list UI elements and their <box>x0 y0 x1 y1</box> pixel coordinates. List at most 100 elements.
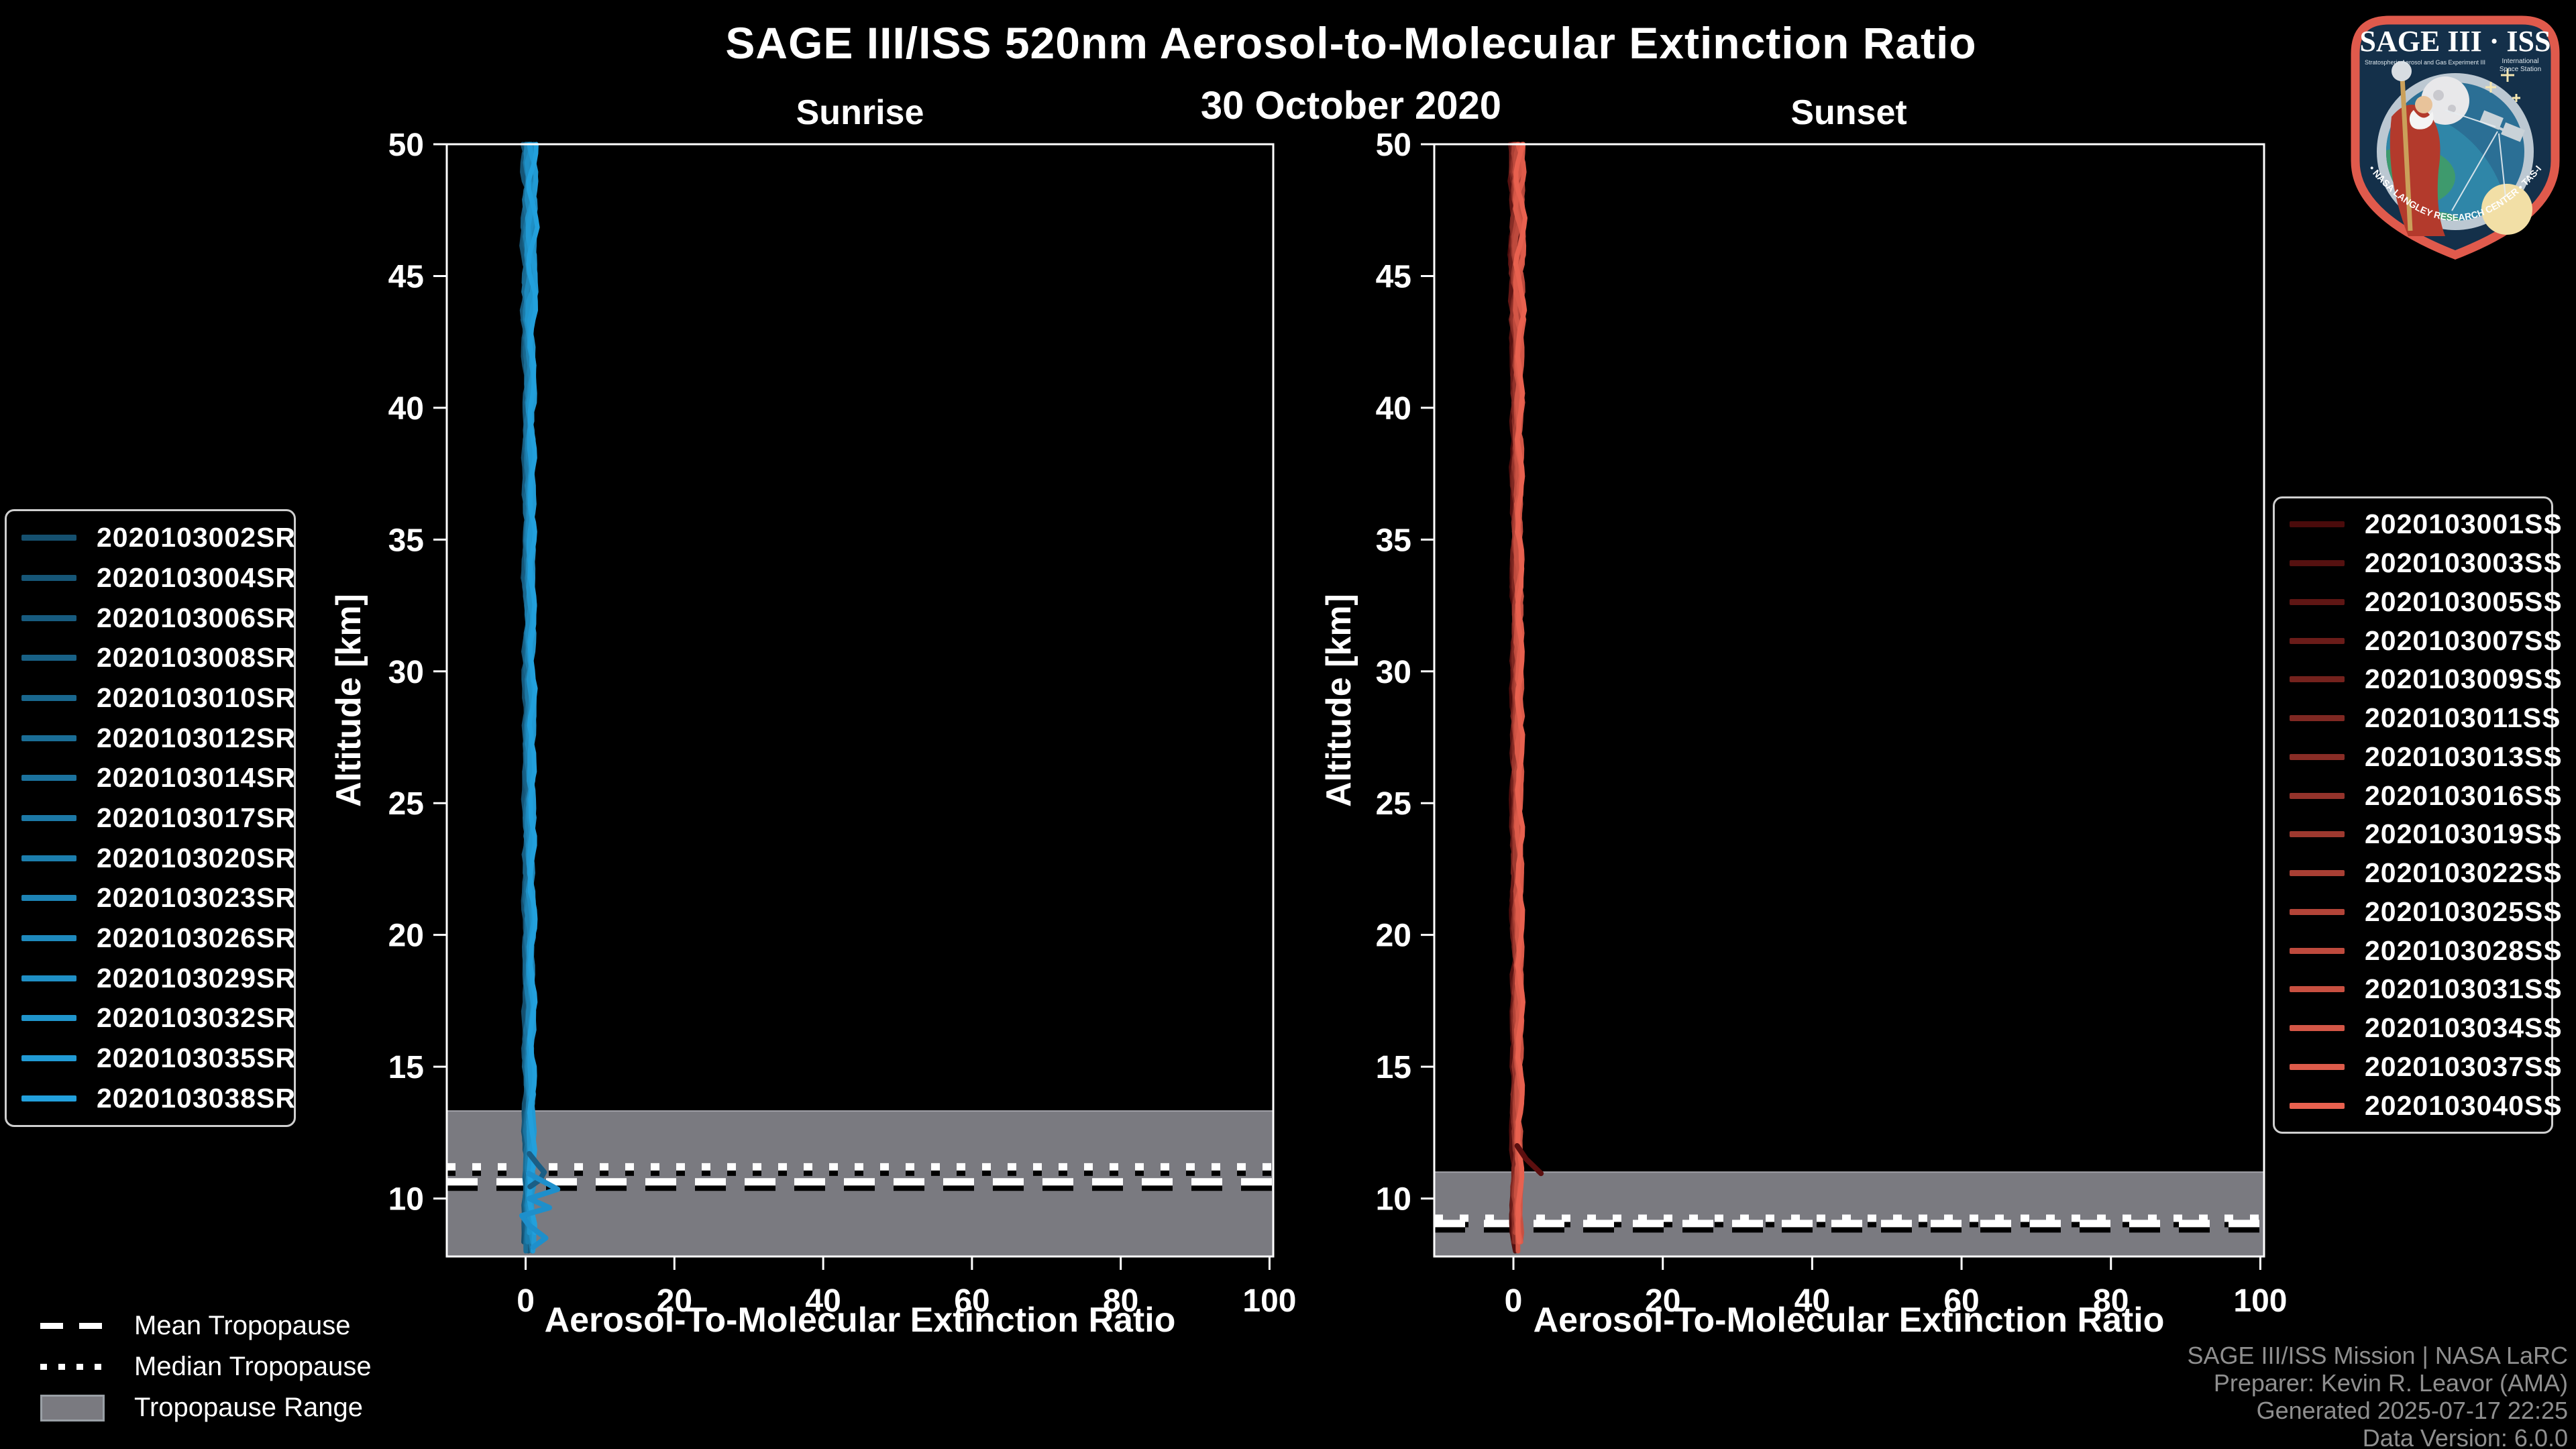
legend-item: 2020103010SR <box>7 682 296 714</box>
sunset-panel-title: Sunset <box>1790 93 1907 132</box>
legend-item-label: 2020103012SR <box>97 722 296 753</box>
legend-line-swatch <box>21 1015 76 1022</box>
legend-item: 2020103003SS <box>2275 547 2562 579</box>
legend-line-swatch <box>21 1055 76 1061</box>
y-tick-label: 10 <box>1376 1182 1411 1218</box>
legend-item-label: 2020103002SR <box>97 522 296 553</box>
legend-item-label: 2020103006SR <box>97 602 296 633</box>
legend-line-swatch <box>2290 598 2345 605</box>
legend-line-swatch <box>21 855 76 861</box>
legend-item-label: 2020103007SS <box>2365 625 2563 656</box>
profile-feature-bright-zigzag-10km <box>519 1171 561 1250</box>
legend-line-swatch <box>2290 560 2345 567</box>
y-tick-label: 25 <box>1376 786 1411 822</box>
legend-item: 2020103009SS <box>2275 663 2562 695</box>
legend-line-swatch <box>2290 1102 2345 1109</box>
legend-item: 2020103034SS <box>2275 1012 2562 1044</box>
legend-line-swatch <box>2290 870 2345 877</box>
sunrise-legend: 2020103002SR 2020103004SR 2020103006SR 2020… <box>5 509 296 1127</box>
legend-item: 2020103032SR <box>7 1002 295 1034</box>
legend-item: 2020103017SR <box>7 802 296 834</box>
y-tick-label: 35 <box>1376 523 1411 558</box>
legend-item-label: 2020103017SR <box>97 802 296 833</box>
y-tick-label: 40 <box>388 391 424 427</box>
legend-item: 2020103014SR <box>7 762 295 794</box>
legend-item-label: 2020103026SR <box>97 922 296 953</box>
y-tick-label: 30 <box>1376 655 1411 690</box>
legend-item: 2020103007SS <box>2275 625 2562 657</box>
legend-line-swatch <box>21 535 76 541</box>
sage-iii-iss-logo: SAGE III · ISS Stratospheric Aerosol and… <box>2341 1 2566 264</box>
sunrise-yaxis-label: Altitude [km] <box>329 594 368 807</box>
legend-item-label: 2020103023SR <box>97 882 296 914</box>
legend-line-swatch <box>21 574 76 581</box>
x-tick-label: 100 <box>2233 1283 2287 1319</box>
legend-item-label: 2020103001SS <box>2365 508 2563 540</box>
legend-item-label: 2020103029SR <box>97 962 296 994</box>
legend-line-swatch <box>2290 986 2345 993</box>
legend-item-label: 2020103009SS <box>2365 663 2563 695</box>
logo-subtitle-right-2: Space Station <box>2500 66 2541 73</box>
y-tick-label: 45 <box>388 259 424 294</box>
legend-line-swatch <box>21 775 76 782</box>
legend-line-swatch <box>2290 792 2345 799</box>
logo-beams <box>2445 109 2506 211</box>
tropopause-range-swatch <box>40 1394 105 1421</box>
legend-item-label: 2020103034SS <box>2365 1012 2563 1044</box>
legend-item-label: 2020103011SS <box>2365 702 2561 734</box>
legend-item-label: 2020103022SS <box>2365 857 2563 889</box>
legend-item-label: 2020103010SR <box>97 682 296 713</box>
legend-item: 2020103031SS <box>2275 973 2562 1005</box>
legend-line-swatch <box>2290 521 2345 528</box>
sunset-legend: 2020103001SS 2020103003SS 2020103005SS 2020… <box>2273 496 2562 1134</box>
logo-star-icons <box>2485 68 2520 102</box>
legend-line-swatch <box>2290 908 2345 915</box>
tropopause-legend: Mean Tropopause Median Tropopause Tropop… <box>40 1305 372 1428</box>
legend-item-label: 2020103008SR <box>97 642 296 674</box>
attribution-line: Data Version: 6.0.0 <box>2362 1424 2568 1449</box>
legend-item-label: 2020103020SR <box>97 842 296 873</box>
x-tick-label: 0 <box>1505 1283 1523 1319</box>
median-tropopause-dot-swatch <box>40 1364 105 1370</box>
legend-item-label: 2020103016SS <box>2365 780 2563 811</box>
x-tick-label: 80 <box>1103 1283 1138 1319</box>
legend-item: 2020103040SS <box>2275 1090 2562 1122</box>
legend-line-swatch <box>21 934 76 941</box>
tropopause-range-band <box>1434 1172 2264 1256</box>
legend-item-label: 2020103004SR <box>97 561 296 593</box>
legend-line-swatch <box>21 895 76 902</box>
plot-background <box>1434 144 2264 1256</box>
x-tick-label: 20 <box>1645 1283 1680 1319</box>
y-tick-label: 25 <box>388 786 424 822</box>
y-tick-label: 20 <box>1376 918 1411 954</box>
median-tropopause-legend-item: Median Tropopause <box>40 1346 372 1387</box>
legend-item: 2020103005SS <box>2275 586 2562 618</box>
legend-item-label: 2020103013SS <box>2365 741 2563 772</box>
logo-subtitle-right-1: International <box>2502 58 2538 65</box>
legend-item: 2020103013SS <box>2275 741 2562 773</box>
y-tick-label: 30 <box>388 655 424 690</box>
x-tick-label: 60 <box>1943 1283 1979 1319</box>
legend-line-swatch <box>2290 947 2345 954</box>
legend-line-swatch <box>2290 1063 2345 1070</box>
y-tick-label: 35 <box>388 523 424 558</box>
axes-spine <box>445 143 1275 1258</box>
logo-moon-icon <box>2421 76 2469 125</box>
legend-item: 2020103006SR <box>7 602 296 634</box>
sunset-xaxis-label: Aerosol-To-Molecular Extinction Ratio <box>1533 1301 2165 1340</box>
y-tick-label: 20 <box>388 918 424 954</box>
logo-sun-icon <box>2481 184 2532 235</box>
plot-background <box>447 144 1273 1256</box>
logo-moon-crater <box>2448 105 2456 113</box>
y-tick-label: 50 <box>1376 127 1411 163</box>
legend-item-label: 2020103019SS <box>2365 818 2563 850</box>
legend-line-swatch <box>21 975 76 981</box>
y-tick-label: 40 <box>1376 391 1411 427</box>
logo-father-time <box>2390 61 2445 236</box>
legend-line-swatch <box>2290 715 2345 722</box>
legend-item: 2020103023SR <box>7 882 296 914</box>
x-tick-label: 40 <box>805 1283 841 1319</box>
sunrise-panel-title: Sunrise <box>796 93 924 132</box>
profile-line <box>1513 142 1527 1244</box>
